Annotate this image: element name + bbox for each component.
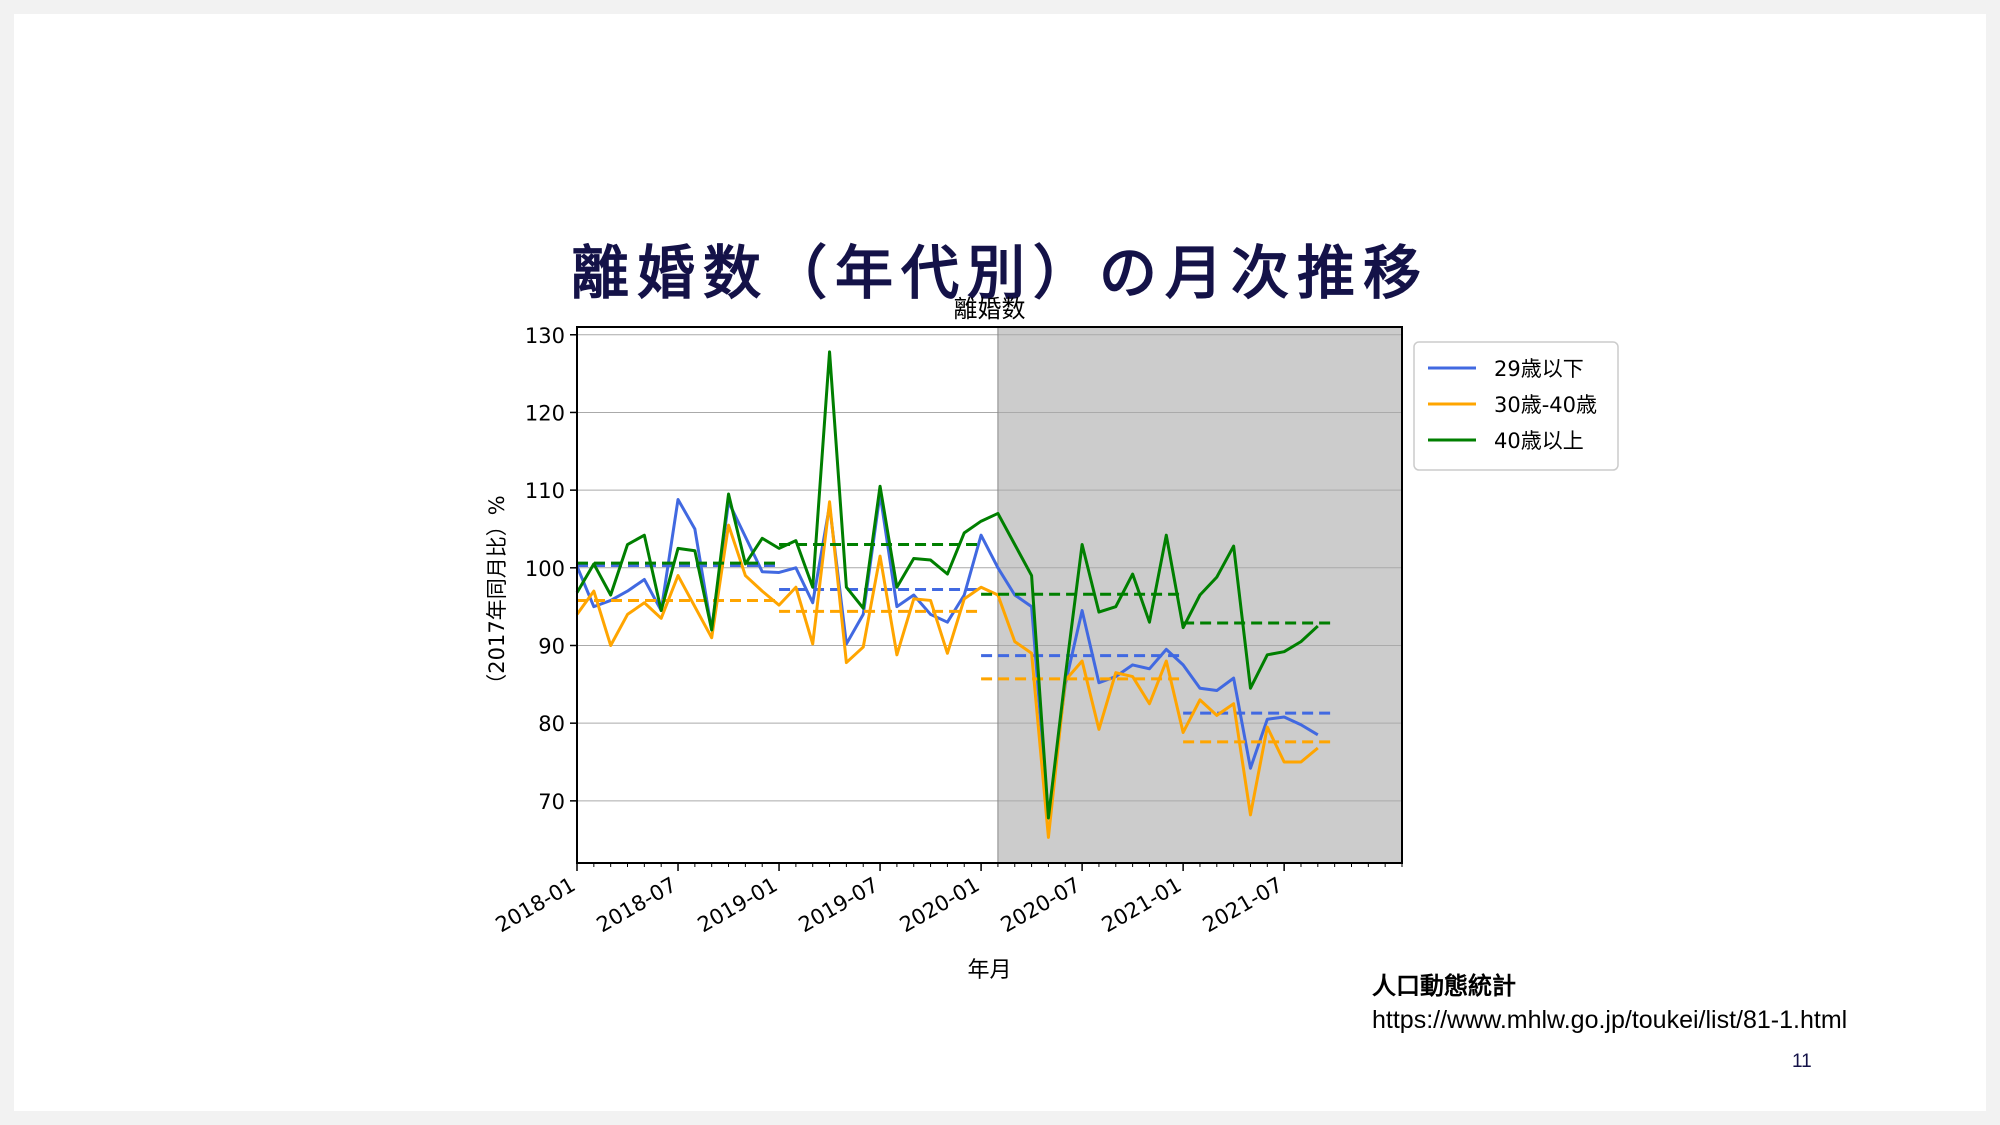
y-tick-label: 100 [525,557,565,581]
y-tick-label: 80 [538,712,565,736]
y-tick-label: 90 [538,634,565,658]
plot-frame [576,326,1403,864]
slide-title: 離婚数（年代別）の月次推移 [570,239,1429,307]
y-tick-label: 120 [525,401,565,425]
chart-title: 離婚数 [954,295,1026,323]
slide: 離婚数（年代別）の月次推移 70 80 90 100 110 120 130 2018-01 2… [14,14,1986,1111]
x-tick-label: 2020-01 [896,873,984,938]
source-name: 人口動態統計 [1372,972,1516,1000]
x-tick-label: 2019-07 [795,873,883,938]
x-tick-label: 2019-01 [694,873,782,938]
x-tick-label: 2018-07 [593,873,681,938]
x-tick-label: 2021-07 [1199,873,1287,938]
y-axis-label: （2017年同月比）% [485,495,509,694]
legend-box [1413,341,1619,471]
x-axis-label: 年月 [967,958,1011,983]
legend-label: 30歳-40歳 [1494,393,1597,417]
x-tick-label: 2020-07 [997,873,1085,938]
y-tick-label: 70 [538,790,565,814]
source-url[interactable]: https://www.mhlw.go.jp/toukei/list/81-1.… [1372,1006,1848,1034]
y-tick-label: 110 [525,479,565,503]
series-line-3 [575,350,1319,820]
x-tick-label: 2018-01 [492,873,580,938]
legend-label: 40歳以上 [1494,429,1584,453]
page-number: 11 [1792,1051,1812,1072]
legend-label: 29歳以下 [1494,357,1584,381]
x-tick-label: 2021-01 [1098,873,1186,938]
series-line-2 [575,500,1319,839]
y-tick-label: 130 [525,324,565,348]
